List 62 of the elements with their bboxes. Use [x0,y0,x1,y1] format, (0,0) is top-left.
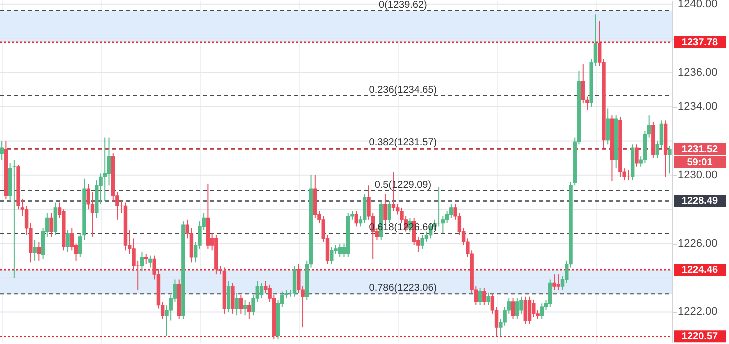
candlestick [148,255,152,268]
candlestick [231,282,235,314]
candlestick [556,274,560,290]
candlestick [606,108,610,146]
candlestick [243,300,248,316]
ref-line-label: 1220.57 [682,332,719,343]
y-tick-label: 1240.00 [678,0,718,10]
candlestick [516,298,520,320]
ref-line-label: 0(1239.62) [379,0,428,11]
ref-line-label: 1237.78 [682,37,719,48]
candlestick [235,292,239,316]
y-tick-label: 1236.00 [678,66,718,79]
candlestick [420,234,424,250]
candlestick [441,216,446,234]
ref-line-label: 0.236(1234.65) [369,84,438,96]
candlestick [511,298,516,320]
ref-line-label: 0.786(1223.06) [369,283,438,294]
candlestick [292,266,297,298]
candlestick [668,146,672,174]
candlestick [70,228,74,252]
y-tick-label: 1222.00 [678,306,718,318]
candlestick [0,140,4,161]
candlestick [260,282,264,300]
y-tick-label: 1234.00 [678,101,718,114]
candlestick [524,296,528,325]
candlestick [50,212,54,238]
candlestick [103,137,107,202]
ref-line-label: 1228.49 [682,196,719,208]
candlestick [478,288,482,306]
ref-line-label: 1224.46 [682,265,719,276]
candlestick [107,137,112,186]
candlestick [190,228,194,264]
ref-line-label: 0.382(1231.57) [369,138,438,149]
candlestick [445,210,450,224]
candlestick [548,279,552,308]
candlestick [33,240,37,262]
candlestick [486,292,490,306]
candlestick [354,210,358,228]
y-tick-label: 1230.00 [678,169,718,182]
candlestick [144,254,148,265]
candlestick [528,296,532,325]
candlestick [226,280,231,313]
ref-line-label: 1231.52 [682,144,719,156]
candlestick [248,301,252,320]
y-tick-label: 1226.00 [678,238,718,250]
candlestick [532,300,536,318]
candlestick [388,200,392,224]
candlestick [540,303,544,320]
text: 59:01 [687,157,714,168]
candlestick [330,246,334,265]
candlestick [66,230,70,253]
candlestick [90,192,95,238]
candlestick [54,202,58,236]
candlestick [37,242,42,262]
candlestick [362,194,367,224]
candlestick [482,288,486,306]
candlestick [86,183,91,210]
candlestick [239,294,244,314]
candlestick [384,194,388,224]
candlestick [140,252,144,272]
candlestick [338,243,342,258]
candlestick [552,274,556,290]
